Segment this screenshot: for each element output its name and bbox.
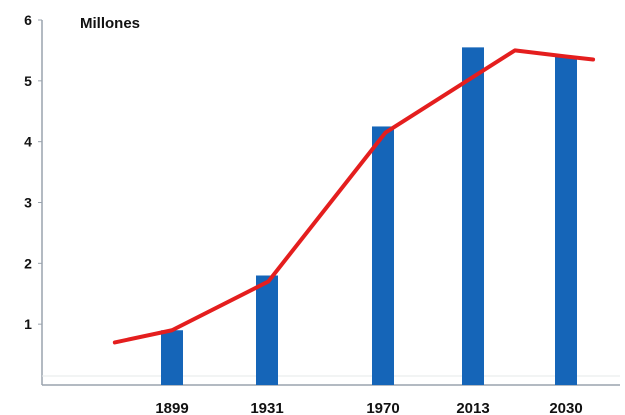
- y-unit-label: Millones: [80, 15, 140, 32]
- y-tick-label: 3: [24, 195, 32, 211]
- y-tick-label: 2: [24, 255, 32, 271]
- y-tick-label: 4: [24, 134, 32, 150]
- bar-2013: [462, 47, 484, 385]
- y-tick-label: 5: [24, 73, 32, 89]
- bar-2030: [555, 56, 577, 385]
- category-label-2013: 2013: [456, 400, 489, 415]
- category-label-1931: 1931: [250, 400, 283, 415]
- y-tick-label: 1: [24, 316, 32, 332]
- category-label-1970: 1970: [366, 400, 399, 415]
- category-labels: 1899 1931 1970 2013 2030: [155, 400, 582, 415]
- y-tick-label: 6: [24, 12, 32, 28]
- category-label-2030: 2030: [549, 400, 582, 415]
- bar-1970: [372, 126, 394, 385]
- bar-1931: [256, 275, 278, 385]
- category-label-1899: 1899: [155, 400, 188, 415]
- bars: [161, 47, 577, 385]
- bar-1899: [161, 330, 183, 385]
- trend-line: [112, 48, 596, 345]
- y-ticks: 1 2 3 4 5 6: [24, 12, 42, 332]
